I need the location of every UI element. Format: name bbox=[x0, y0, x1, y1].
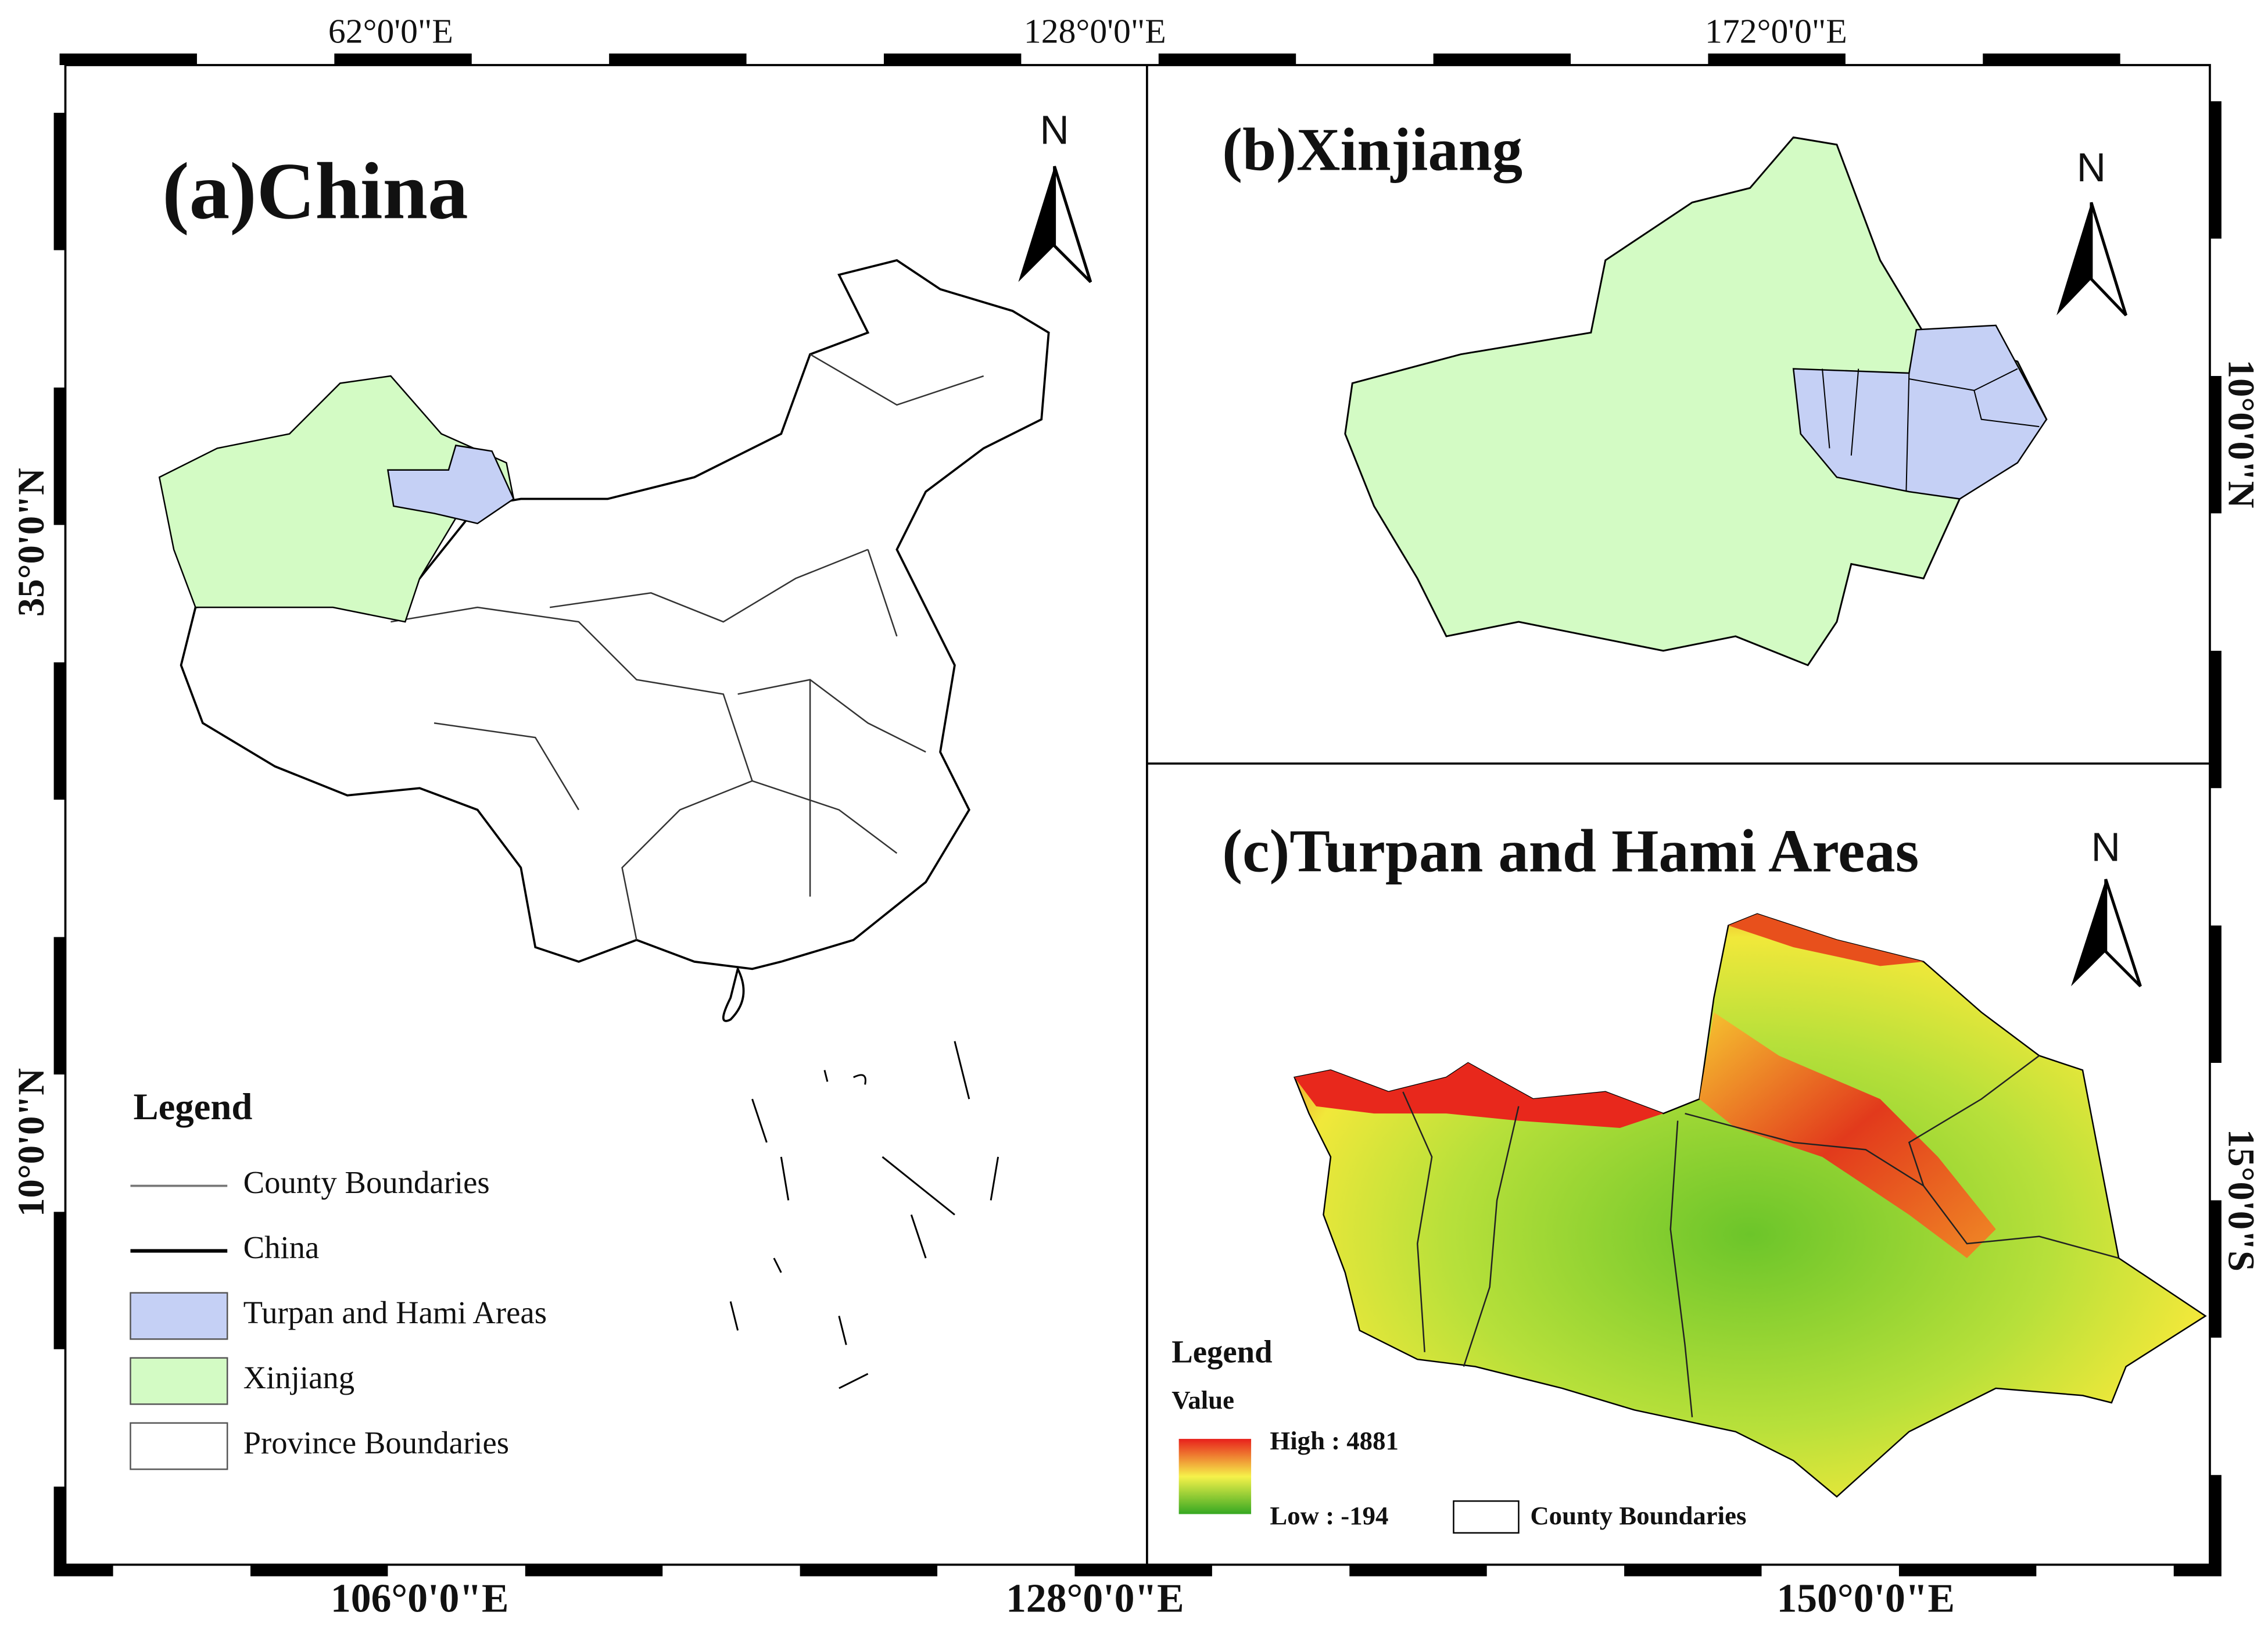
legend-label: County Boundaries bbox=[1530, 1501, 1746, 1530]
legend-label: China bbox=[243, 1230, 320, 1265]
province-boundaries bbox=[390, 353, 984, 940]
lon-label: 128°0'0"E bbox=[1006, 1576, 1184, 1621]
legend-color-ramp bbox=[1178, 1439, 1252, 1514]
legend-label: County Boundaries bbox=[243, 1165, 490, 1200]
lon-label: 62°0'0"E bbox=[328, 12, 453, 50]
turpan-hami-region bbox=[386, 445, 515, 525]
panel-title: (c)Turpan and Hami Areas bbox=[1222, 818, 1919, 885]
legend-title: Legend bbox=[133, 1086, 252, 1127]
north-arrow bbox=[2056, 202, 2091, 316]
legend-label: Turpan and Hami Areas bbox=[243, 1295, 547, 1330]
legend-swatch bbox=[130, 1292, 228, 1340]
elevation-high bbox=[1728, 914, 1924, 966]
lat-label: 35°0'0"N bbox=[10, 468, 52, 617]
elevation-raster bbox=[1294, 913, 2207, 1498]
north-arrow bbox=[2090, 202, 2128, 317]
county-boundaries bbox=[1402, 1055, 2119, 1417]
turpan-hami-region bbox=[1792, 324, 2048, 500]
south-sea-islands bbox=[729, 1041, 999, 1389]
north-arrow bbox=[2104, 879, 2142, 987]
legend-title: Legend bbox=[1171, 1334, 1272, 1369]
elevation-high bbox=[1294, 1063, 1664, 1129]
lat-label: 10°0'0"N bbox=[10, 1068, 52, 1217]
north-arrow bbox=[1053, 166, 1092, 284]
legend-label: Province Boundaries bbox=[243, 1425, 510, 1460]
county-boundaries bbox=[1822, 368, 2040, 492]
elevation-ridge bbox=[1699, 1012, 1996, 1259]
panel-title: (a)China bbox=[162, 146, 468, 236]
north-label: N bbox=[1040, 107, 1069, 152]
island bbox=[722, 965, 745, 1022]
legend-high: High : 4881 bbox=[1270, 1426, 1398, 1455]
north-label: N bbox=[2091, 825, 2120, 870]
lon-label: 172°0'0"E bbox=[1705, 12, 1847, 50]
legend-label: Xinjiang bbox=[243, 1360, 355, 1395]
legend-subtitle: Value bbox=[1171, 1385, 1234, 1414]
lon-label: 106°0'0"E bbox=[331, 1576, 508, 1621]
north-arrow bbox=[2071, 879, 2106, 987]
north-label: N bbox=[2077, 145, 2106, 190]
legend-swatch bbox=[1453, 1500, 1520, 1534]
lon-label: 150°0'0"E bbox=[1776, 1576, 1954, 1621]
lat-label: 10°0'0"N bbox=[2220, 360, 2262, 508]
legend-swatch bbox=[130, 1422, 228, 1470]
legend-low: Low : -194 bbox=[1270, 1501, 1388, 1530]
lat-label: 15°0'0"S bbox=[2220, 1129, 2262, 1271]
panel-title: (b)Xinjiang bbox=[1222, 116, 1522, 184]
china-outline bbox=[180, 259, 1050, 970]
legend-swatch bbox=[130, 1357, 228, 1405]
north-arrow bbox=[1018, 166, 1055, 282]
graticule-border bbox=[53, 53, 2222, 1577]
lon-label: 128°0'0"E bbox=[1024, 12, 1166, 50]
